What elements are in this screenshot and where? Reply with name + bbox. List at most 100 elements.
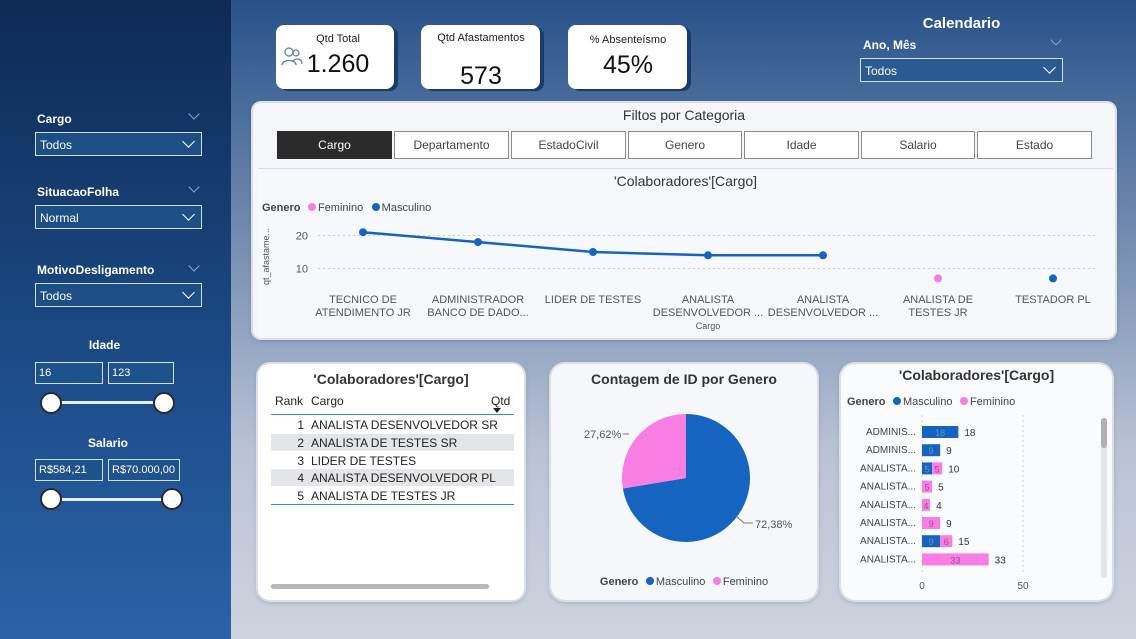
- table-row[interactable]: 3 LIDER DE TESTES: [297, 454, 417, 468]
- kpi-value: 45%: [602, 51, 654, 79]
- table-row[interactable]: 5 ANALISTA DE TESTES JR: [297, 489, 456, 503]
- salario-slicer-title: Salario: [87, 436, 129, 450]
- salario-slider-track[interactable]: [50, 498, 172, 501]
- kpi-label: Qtd Total: [316, 33, 360, 45]
- bar-data-label: 6: [944, 537, 949, 547]
- filter-button-idade[interactable]: Idade: [744, 131, 859, 159]
- vertical-scrollbar-thumb[interactable]: [1101, 418, 1107, 448]
- bar-masculino: [922, 462, 933, 475]
- filter-button-cargo[interactable]: Cargo: [277, 131, 392, 159]
- situacaofolha-dropdown[interactable]: Normal: [35, 205, 202, 229]
- legend-item-feminino: Feminino: [722, 576, 769, 588]
- bar-total-label: 4: [936, 501, 942, 512]
- bar-feminino: [922, 553, 989, 566]
- idade-min-input[interactable]: 16: [35, 362, 103, 384]
- bar-feminino: [922, 517, 941, 529]
- line-chart-area: [258, 168, 1113, 336]
- bar-data-label: 5: [935, 464, 940, 474]
- bar-total-label: 9: [946, 519, 952, 530]
- legend-item-feminino: Feminino: [969, 396, 1016, 408]
- kpi-label: % Absenteísmo: [589, 34, 667, 46]
- category-label: ANALISTA...: [860, 463, 916, 474]
- category-label: ADMINIS...: [866, 427, 916, 438]
- filter-button-departamento[interactable]: Departamento: [394, 131, 509, 159]
- data-point-masculino: [704, 251, 712, 260]
- bar-total-label: 10: [948, 464, 960, 475]
- horizontal-scrollbar[interactable]: [271, 584, 489, 589]
- legend-item-masculino: Masculino: [655, 576, 706, 588]
- situacaofolha-slicer-label: SituacaoFolha: [37, 185, 120, 199]
- table-row[interactable]: 4 ANALISTA DESENVOLVEDOR PL: [271, 469, 514, 486]
- x-axis-label: Cargo: [696, 321, 721, 331]
- data-label-feminino: 27,62%: [584, 429, 622, 441]
- idade-min-handle[interactable]: [40, 392, 62, 414]
- calendario-dropdown-value: Todos: [865, 64, 898, 78]
- table-row[interactable]: 1 ANALISTA DESENVOLVEDOR SR: [297, 418, 498, 432]
- cargo-slicer-label: Cargo: [37, 112, 72, 126]
- line-chart: 20 10 qt_afastame... TECNICO DE ATENDIMENTO …: [261, 228, 1098, 331]
- category-label: ANALISTA...: [860, 536, 916, 547]
- legend-title: Genero: [847, 396, 886, 408]
- table-header-cargo[interactable]: Cargo: [311, 394, 344, 408]
- filter-sidebar: [0, 0, 231, 639]
- pie-chart: 72,38% 27,62%: [584, 414, 793, 542]
- kpi-value: 1.260: [306, 50, 370, 78]
- idade-max-handle[interactable]: [153, 392, 175, 414]
- motivodesligamento-dropdown-value: Todos: [40, 289, 73, 303]
- filter-button-genero[interactable]: Genero: [628, 131, 742, 159]
- data-point-masculino: [589, 248, 597, 256]
- calendario-dropdown[interactable]: Todos: [860, 58, 1063, 82]
- chevron-down-icon: [1043, 61, 1056, 74]
- idade-max-input[interactable]: 123: [108, 362, 174, 384]
- y-tick-label: 10: [296, 264, 308, 276]
- bar-total-label: 15: [958, 537, 970, 548]
- motivodesligamento-dropdown[interactable]: Todos: [35, 283, 202, 307]
- pie-slice-feminino: [622, 414, 686, 489]
- chevron-down-icon: [182, 135, 195, 148]
- filter-panel-title: Filtos por Categoria: [622, 107, 746, 123]
- bar-data-label: 18: [935, 428, 945, 438]
- data-point-masculino: [1049, 274, 1057, 283]
- bar-feminino: [922, 480, 933, 493]
- x-tick-label: ANALISTA DESENVOLVEDOR ...: [768, 294, 878, 319]
- sort-desc-icon[interactable]: [493, 408, 501, 413]
- motivodesligamento-slicer-label: MotivoDesligamento: [37, 263, 155, 277]
- salario-max-input[interactable]: R$70.000,00: [108, 459, 180, 481]
- calendario-field-label: Ano, Mês: [863, 38, 917, 52]
- filter-button-estadocivil[interactable]: EstadoCivil: [511, 131, 626, 159]
- table-header-qtd[interactable]: Qtd: [491, 394, 511, 408]
- cargo-dropdown[interactable]: Todos: [35, 132, 202, 156]
- idade-slider-track[interactable]: [50, 401, 165, 404]
- data-point-feminino: [934, 274, 942, 283]
- legend-item-masculino: Masculino: [902, 396, 953, 408]
- legend-dot-feminino: [959, 396, 968, 405]
- x-tick-label: LIDER DE TESTES: [545, 294, 641, 306]
- bar-feminino: [922, 498, 931, 511]
- legend-dot-feminino: [712, 576, 721, 585]
- x-tick-label: ANALISTA DE TESTES JR: [903, 294, 973, 319]
- category-label: ANALISTA...: [860, 500, 916, 511]
- category-label: ANALISTA...: [860, 482, 916, 493]
- table-header-rank[interactable]: Rank: [275, 394, 304, 408]
- vertical-scrollbar-track[interactable]: [1101, 418, 1107, 578]
- filter-button-estado[interactable]: Estado: [977, 131, 1092, 159]
- bar-data-label: 5: [925, 464, 930, 474]
- table-row[interactable]: 2 ANALISTA DE TESTES SR: [271, 434, 514, 451]
- kpi-card-qtd-afastamentos: Qtd Afastamentos 573: [421, 25, 540, 89]
- legend-dot-masculino: [371, 202, 380, 211]
- salario-min-handle[interactable]: [40, 488, 62, 510]
- filter-button-salario[interactable]: Salario: [861, 131, 975, 159]
- legend-item-feminino: Feminino: [317, 202, 364, 214]
- data-point-masculino: [359, 228, 367, 237]
- salario-min-input[interactable]: R$584,21: [35, 459, 103, 481]
- salario-max-handle[interactable]: [161, 488, 183, 510]
- bar-chart-legend: Genero Masculino Feminino: [847, 392, 1015, 410]
- bar-feminino: [932, 462, 943, 475]
- bar-masculino: [922, 426, 959, 438]
- bar-masculino: [922, 535, 941, 548]
- legend-title: Genero: [599, 576, 639, 588]
- bar-data-label: 4: [924, 501, 929, 511]
- situacaofolha-dropdown-value: Normal: [40, 211, 79, 225]
- x-tick-label: TESTADOR PL: [1015, 294, 1091, 306]
- kpi-card-absenteismo: % Absenteísmo 45%: [568, 25, 687, 89]
